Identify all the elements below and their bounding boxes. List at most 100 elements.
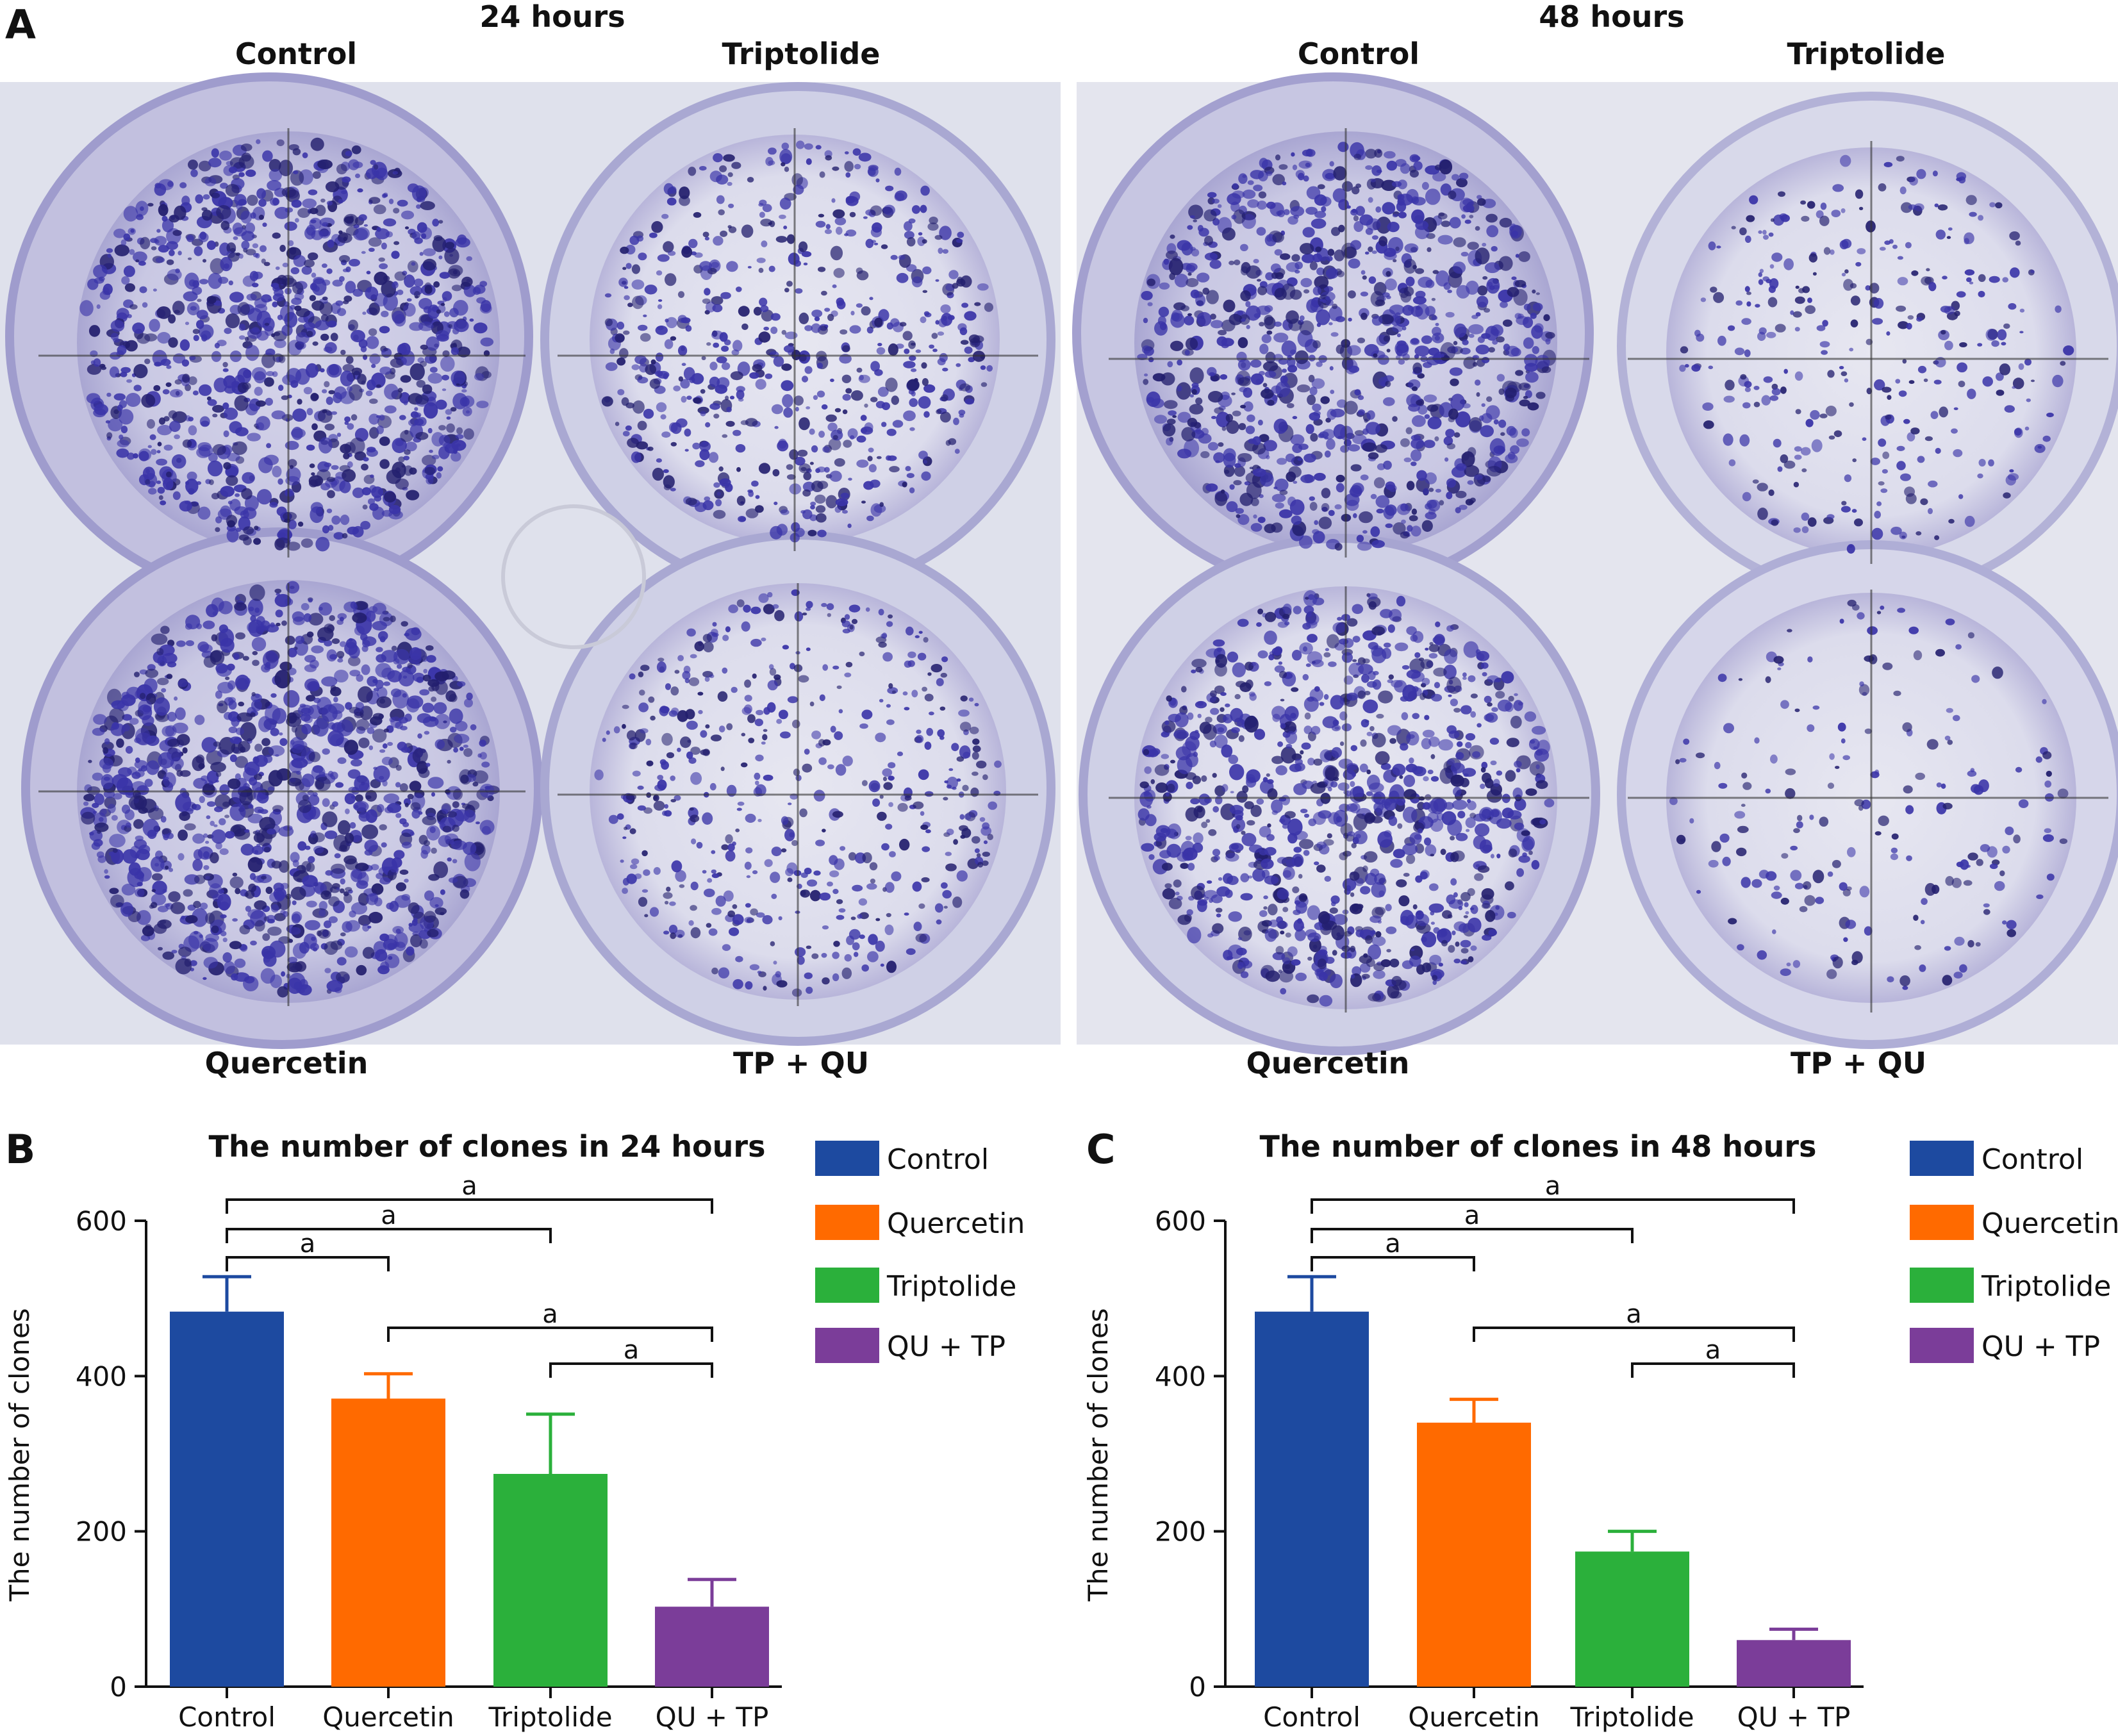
colony-control-48: [1500, 432, 1505, 436]
colony-quercetin-24: [330, 686, 342, 697]
colony-triptolide-48: [1801, 468, 1807, 473]
colony-control-24: [327, 320, 337, 327]
colony-control-48: [1336, 474, 1345, 483]
colony-control-24: [362, 504, 368, 509]
colony-control-24: [196, 447, 211, 458]
colony-control-48: [1431, 297, 1436, 301]
colony-quercetin-24: [122, 714, 133, 721]
colony-tpqu-24: [750, 908, 758, 916]
colony-quercetin-24: [254, 920, 265, 932]
colony-triptolide-48: [1957, 362, 1968, 373]
colony-triptolide-48: [1896, 445, 1905, 452]
colony-control-48: [1245, 426, 1255, 434]
colony-control-24: [271, 410, 286, 420]
colony-quercetin-24: [215, 842, 222, 850]
colony-tpqu-24: [882, 652, 893, 662]
colony-quercetin-24: [244, 829, 250, 833]
colony-control-48: [1316, 267, 1325, 276]
colony-triptolide-24: [775, 236, 788, 243]
colony-quercetin-24: [230, 824, 247, 837]
colony-quercetin-24: [402, 693, 407, 698]
colony-quercetin-24: [138, 845, 151, 854]
colony-control-48: [1461, 214, 1466, 219]
colony-triptolide-24: [704, 496, 711, 502]
colony-tpqu-24: [809, 701, 815, 707]
colony-triptolide-48: [1849, 283, 1857, 289]
colony-control-24: [242, 472, 255, 484]
colony-tpqu-24: [776, 718, 782, 724]
colony-quercetin-24: [99, 757, 114, 770]
colony-triptolide-24: [691, 251, 697, 256]
colony-triptolide-24: [922, 290, 928, 293]
colony-triptolide-24: [730, 371, 743, 381]
colony-triptolide-24: [810, 501, 816, 506]
colony-control-48: [1336, 316, 1345, 322]
colony-control-24: [304, 259, 315, 268]
colony-triptolide-48: [1841, 208, 1846, 213]
colony-quercetin-24: [427, 777, 444, 789]
colony-quercetin-24: [234, 958, 246, 968]
colony-triptolide-24: [619, 348, 629, 359]
colony-control-48: [1232, 190, 1245, 199]
colony-tpqu-24: [941, 882, 948, 889]
colony-quercetin-24: [92, 727, 105, 736]
photo-label-triptolide-24: Triptolide: [722, 37, 881, 71]
colony-quercetin-24: [336, 619, 344, 625]
colony-quercetin-24: [233, 737, 242, 745]
colony-triptolide-24: [631, 364, 640, 370]
colony-control-48: [1482, 242, 1487, 247]
colony-control-48: [1509, 427, 1518, 438]
colony-quercetin-48: [1303, 813, 1310, 818]
colony-control-24: [151, 246, 157, 251]
colony-triptolide-24: [877, 343, 882, 347]
colony-tpqu-24: [836, 914, 845, 920]
colony-control-24: [188, 376, 197, 385]
colony-triptolide-24: [810, 505, 815, 509]
colony-quercetin-24: [215, 690, 222, 699]
colony-triptolide-48: [1897, 256, 1903, 260]
colony-triptolide-24: [704, 236, 709, 241]
colony-triptolide-24: [778, 438, 787, 449]
colony-control-48: [1296, 384, 1311, 393]
colony-triptolide-24: [929, 344, 934, 349]
colony-control-48: [1360, 292, 1368, 297]
colony-triptolide-48: [2009, 231, 2020, 240]
colony-triptolide-24: [814, 316, 820, 322]
colony-triptolide-48: [1857, 248, 1866, 254]
colony-control-48: [1229, 260, 1235, 265]
colony-tpqu-24: [947, 777, 958, 789]
colony-control-24: [425, 474, 434, 480]
colony-control-24: [297, 208, 310, 219]
colony-control-24: [214, 342, 220, 349]
colony-triptolide-48: [1896, 156, 1905, 162]
colony-tpqu-24: [766, 702, 776, 713]
colony-control-24: [456, 383, 460, 386]
colony-quercetin-24: [328, 722, 336, 730]
colony-triptolide-24: [815, 494, 826, 504]
colony-control-48: [1210, 313, 1216, 320]
colony-tpqu-24: [907, 660, 915, 667]
colony-quercetin-24: [421, 845, 431, 855]
colony-control-48: [1312, 340, 1321, 349]
colony-control-24: [324, 424, 335, 431]
colony-quercetin-24: [377, 965, 390, 975]
colony-control-24: [423, 402, 438, 419]
colony-triptolide-24: [840, 492, 850, 499]
colony-control-24: [243, 526, 254, 535]
colony-control-48: [1383, 335, 1390, 342]
colony-quercetin-48: [1412, 904, 1418, 910]
colony-quercetin-24: [392, 926, 404, 934]
colony-tpqu-24: [806, 986, 813, 994]
colony-triptolide-48: [1758, 327, 1767, 335]
colony-quercetin-48: [1155, 782, 1168, 793]
colony-control-48: [1207, 367, 1217, 377]
colony-control-48: [1321, 488, 1331, 499]
colony-control-24: [100, 366, 107, 370]
colony-control-24: [106, 392, 112, 397]
colony-triptolide-24: [891, 395, 900, 405]
colony-triptolide-48: [2063, 345, 2074, 356]
colony-tpqu-24: [744, 695, 752, 702]
colony-triptolide-24: [904, 231, 914, 240]
colony-quercetin-48: [1453, 958, 1461, 964]
colony-control-24: [237, 302, 250, 316]
